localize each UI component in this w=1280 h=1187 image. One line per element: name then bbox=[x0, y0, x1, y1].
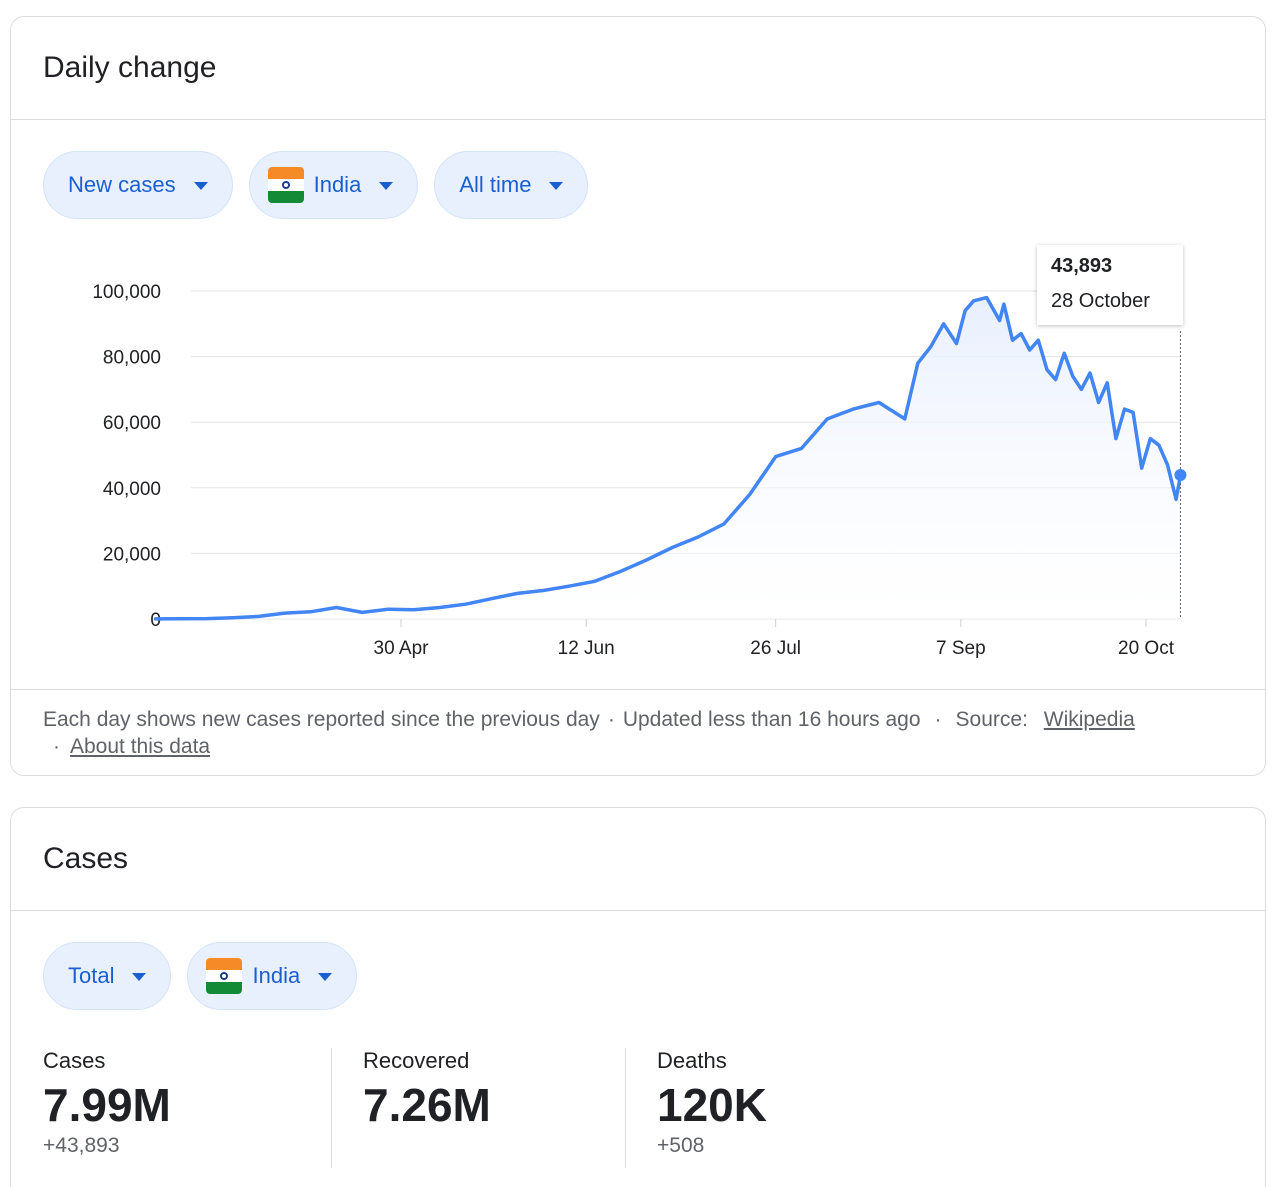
y-tick-label: 80,000 bbox=[103, 348, 161, 369]
region-dropdown[interactable]: India bbox=[248, 151, 419, 219]
chevron-down-icon bbox=[549, 182, 564, 190]
time-range-dropdown-label: All time bbox=[459, 172, 532, 197]
stat-label: Deaths bbox=[657, 1048, 727, 1073]
chevron-down-icon bbox=[193, 182, 208, 190]
y-tick-label: 60,000 bbox=[103, 413, 161, 434]
stat-recovered: Recovered 7.26M bbox=[331, 1048, 625, 1168]
title-divider bbox=[11, 119, 1265, 120]
metric-dropdown-label: New cases bbox=[68, 172, 176, 197]
stat-delta: +43,893 bbox=[43, 1134, 120, 1157]
region-dropdown-label: India bbox=[252, 963, 301, 988]
total-dropdown-label: Total bbox=[68, 963, 115, 988]
y-tick-label: 40,000 bbox=[103, 479, 161, 500]
series-area bbox=[155, 297, 1181, 619]
stat-deaths: Deaths 120K +508 bbox=[625, 1048, 945, 1168]
x-tick-label: 30 Apr bbox=[374, 638, 430, 659]
stat-label: Recovered bbox=[363, 1048, 470, 1073]
cases-title: Cases bbox=[43, 842, 129, 875]
stat-value: 120K bbox=[657, 1079, 767, 1131]
x-tick-label: 7 Sep bbox=[936, 638, 986, 659]
cases-card: Cases Total India Cases 7.99M +43,893 Re… bbox=[10, 807, 1266, 1187]
stat-value: 7.26M bbox=[363, 1079, 491, 1131]
cases-filter-chips: Total India bbox=[43, 942, 358, 1010]
daily-change-title: Daily change bbox=[43, 51, 217, 84]
stat-delta: +508 bbox=[657, 1134, 705, 1157]
stat-divider bbox=[625, 1048, 626, 1168]
daily-filter-chips: New cases India All time bbox=[43, 151, 589, 219]
stat-value: 7.99M bbox=[43, 1079, 171, 1131]
footer-text: Each day shows new cases reported since … bbox=[43, 708, 1135, 758]
x-tick-label: 12 Jun bbox=[558, 638, 615, 659]
footer-divider bbox=[11, 689, 1265, 690]
footer-note: Each day shows new cases reported since … bbox=[43, 708, 600, 731]
time-range-dropdown[interactable]: All time bbox=[434, 151, 589, 219]
about-data-link[interactable]: About this data bbox=[70, 735, 211, 758]
stat-label: Cases bbox=[43, 1048, 106, 1073]
region-dropdown[interactable]: India bbox=[187, 942, 358, 1010]
stats-row: Cases 7.99M +43,893 Recovered 7.26M Deat… bbox=[11, 1048, 1265, 1168]
y-tick-label: 20,000 bbox=[103, 544, 161, 565]
chevron-down-icon bbox=[132, 973, 147, 981]
source-link[interactable]: Wikipedia bbox=[1043, 708, 1135, 731]
india-flag-icon bbox=[206, 958, 243, 994]
highlight-point[interactable] bbox=[1174, 469, 1187, 482]
stat-divider bbox=[331, 1048, 332, 1168]
chart-footer: Each day shows new cases reported since … bbox=[11, 689, 1265, 760]
stat-cases: Cases 7.99M +43,893 bbox=[11, 1048, 331, 1158]
x-tick-label: 26 Jul bbox=[750, 638, 801, 659]
tooltip-value: 43,893 bbox=[1051, 255, 1113, 277]
region-dropdown-label: India bbox=[313, 172, 362, 197]
tooltip-date: 28 October bbox=[1051, 290, 1150, 312]
metric-dropdown[interactable]: New cases bbox=[43, 151, 233, 219]
footer-source-label: Source: bbox=[955, 708, 1028, 731]
india-flag-icon bbox=[267, 167, 304, 203]
y-tick-label: 100,000 bbox=[92, 282, 161, 303]
x-tick-label: 20 Oct bbox=[1118, 638, 1175, 659]
total-dropdown[interactable]: Total bbox=[43, 942, 172, 1010]
chart-tooltip: 43,893 28 October bbox=[1037, 245, 1183, 325]
series-line bbox=[153, 295, 1183, 621]
chevron-down-icon bbox=[379, 182, 394, 190]
footer-updated: Updated less than 16 hours ago bbox=[622, 708, 921, 731]
title-divider bbox=[11, 910, 1265, 911]
chevron-down-icon bbox=[318, 973, 333, 981]
